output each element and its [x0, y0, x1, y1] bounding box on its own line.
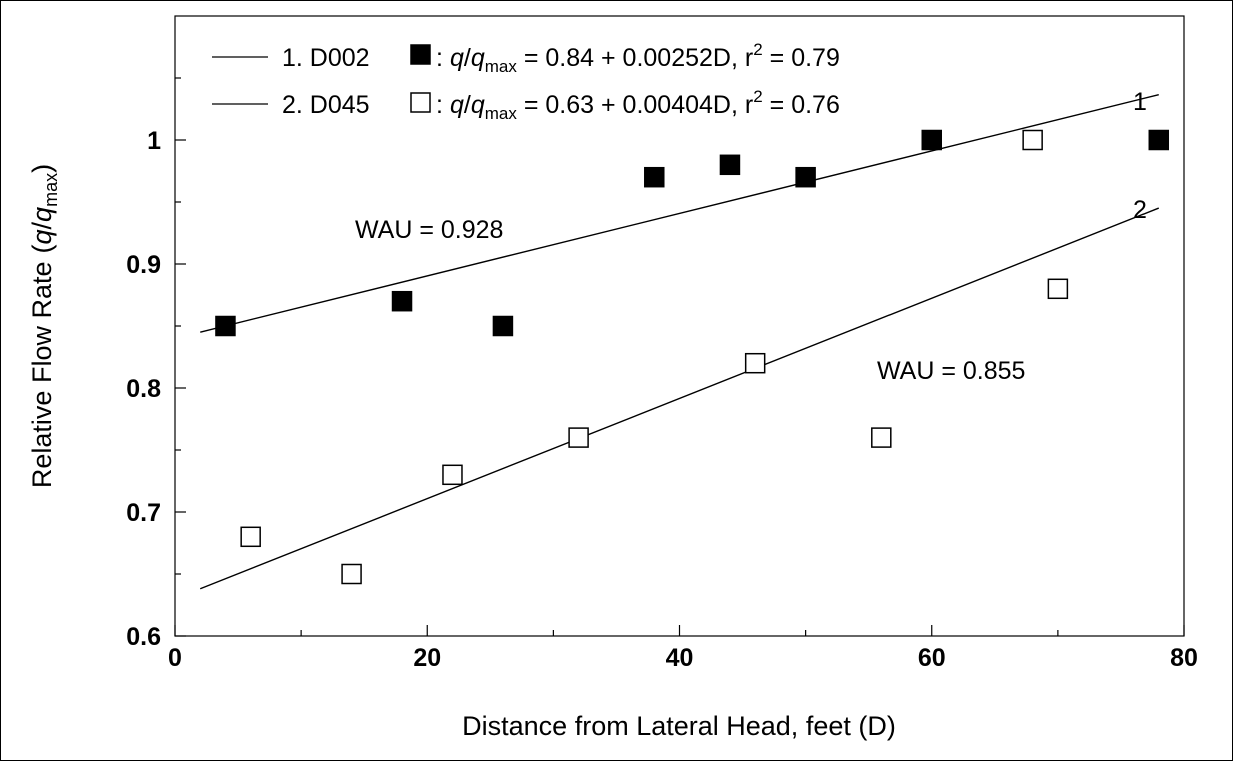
y-axis-title-main: Relative Flow Rate — [27, 262, 57, 489]
legend-prefix-2: 2. D045 — [282, 91, 370, 119]
fit-lines — [199, 93, 1160, 590]
x-tick-label: 20 — [413, 644, 441, 672]
data-point-open-square — [568, 427, 589, 448]
data-point-filled-square — [391, 290, 413, 312]
fit-line-1 — [200, 93, 1159, 333]
y-tick-label: 0.7 — [126, 499, 161, 527]
fit-line-2 — [199, 207, 1160, 590]
axis-ticks: 0 20 40 60 80 0.6 0.7 0.8 0.9 1 — [126, 77, 1198, 672]
legend-marker-filled-square — [410, 44, 431, 65]
data-point-open-square — [1047, 278, 1069, 300]
data-point-open-square — [442, 464, 463, 486]
data-point-open-square — [1022, 129, 1043, 151]
data-points — [215, 129, 1170, 585]
x-tick-label: 60 — [918, 644, 946, 672]
y-tick-label: 0.8 — [126, 375, 161, 403]
line-label-1: 1 — [1133, 88, 1147, 116]
wau-label-1: WAU = 0.928 — [355, 216, 503, 244]
data-point-filled-square — [1148, 129, 1170, 151]
x-axis-title: Distance from Lateral Head, feet (D) — [462, 711, 896, 741]
legend-entry-2: 2. D045 : q/qmax = 0.63 + 0.00404D, r2 = 0.… — [212, 87, 840, 123]
line-label-2: 2 — [1133, 196, 1147, 224]
x-tick-label: 40 — [666, 644, 694, 672]
y-axis-title: Relative Flow Rate(q/qmax) — [27, 164, 61, 488]
svg-text:1. D002: 1. D002 — [282, 44, 370, 72]
legend: 1. D002 : q/qmax = 0.84 + 0.00252D, r2 = 0.… — [212, 40, 840, 123]
data-point-filled-square — [795, 166, 816, 188]
legend-prefix-1: 1. D002 — [282, 44, 370, 72]
data-point-filled-square — [719, 154, 741, 176]
data-point-filled-square — [921, 129, 942, 151]
data-point-filled-square — [492, 315, 514, 337]
legend-equation-1: : q/qmax = 0.84 + 0.00252D, r2 = 0.79 — [436, 40, 840, 76]
svg-text:2. D045: 2. D045 — [282, 91, 370, 119]
y-tick-label: 0.9 — [126, 251, 161, 279]
y-tick-label: 1 — [147, 127, 161, 155]
x-tick-label: 80 — [1170, 644, 1198, 672]
data-point-filled-square — [644, 166, 665, 188]
x-tick-label: 0 — [168, 644, 182, 672]
wau-label-2: WAU = 0.855 — [877, 357, 1025, 385]
legend-marker-open-square — [410, 92, 431, 113]
legend-entry-1: 1. D002 : q/qmax = 0.84 + 0.00252D, r2 = 0.… — [212, 40, 840, 76]
data-point-open-square — [341, 563, 362, 585]
data-point-filled-square — [215, 315, 236, 337]
data-point-open-square — [871, 427, 892, 448]
legend-equation-2: : q/qmax = 0.63 + 0.00404D, r2 = 0.76 — [436, 87, 840, 123]
data-point-open-square — [240, 526, 261, 548]
y-tick-label: 0.6 — [126, 623, 161, 651]
data-point-open-square — [744, 352, 766, 374]
